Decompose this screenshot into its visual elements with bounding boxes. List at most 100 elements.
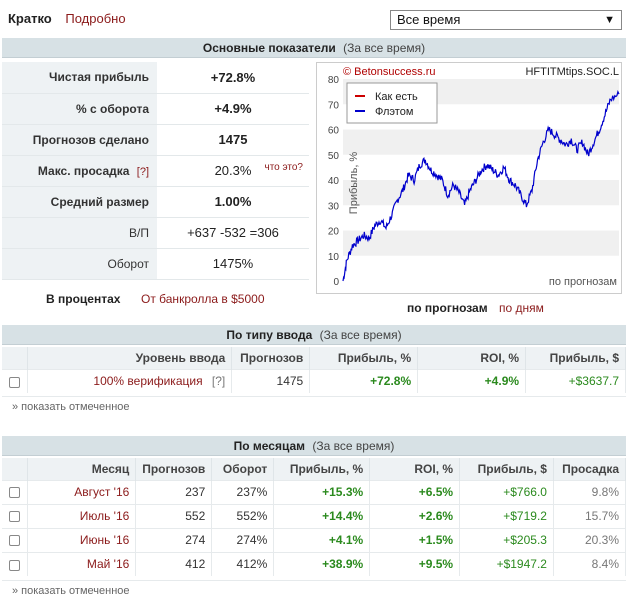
profit-chart-svg: 0 10 20 30 40 50 60 70 80 Прибыль, % © Betonsucc… [328, 66, 620, 288]
month-section-header: По месяцам (За все время) [2, 436, 626, 456]
entry-roi: +4.9% [417, 368, 527, 393]
month-name[interactable]: Май '16 [27, 551, 137, 576]
chart-x-axis-label: по прогнозам [549, 276, 617, 288]
entry-profit-usd: +$3637.7 [525, 368, 626, 393]
drawdown-label: Макс. просадка [?] [2, 155, 157, 187]
stat-row: Чистая прибыль +72.8% [2, 62, 309, 94]
drawdown-hint-link[interactable]: [?] [136, 165, 149, 178]
stat-row: Прогнозов сделано 1475 [2, 124, 309, 156]
col-header: Уровень ввода [27, 347, 233, 369]
view-switch: Кратко Подробно [8, 11, 126, 26]
month-name[interactable]: Июнь '16 [27, 527, 137, 552]
detailed-link[interactable]: Подробно [65, 11, 126, 26]
chart-y-tick-label: 80 [328, 75, 340, 86]
entry-profit-pct: +72.8% [309, 368, 419, 393]
wl-value: +637 -532 =306 [157, 217, 309, 249]
whats-this-link[interactable]: что это? [264, 161, 304, 173]
month-picks: 274 [135, 527, 213, 552]
stat-row: Средний размер 1.00% [2, 186, 309, 218]
month-turnover: 552% [211, 503, 275, 528]
chart-grid-band [343, 230, 619, 256]
from-bankroll-link[interactable]: От банкролла в $5000 [141, 292, 265, 306]
turnover-value: 1475% [157, 248, 309, 280]
chart-y-axis-label: Прибыль, % [348, 152, 360, 215]
row-checkbox[interactable] [9, 487, 21, 499]
chart-y-tick-label: 60 [328, 126, 340, 137]
chart-y-tick-label: 0 [333, 277, 339, 288]
month-drawdown: 15.7% [553, 503, 627, 528]
drawdown-cell: 20.3% что это? [157, 155, 309, 187]
profit-chart: 0 10 20 30 40 50 60 70 80 Прибыль, % © Betonsucc… [316, 62, 622, 294]
period-select[interactable]: Все время ▼ [390, 10, 622, 30]
stat-row: Оборот 1475% [2, 248, 309, 280]
stats-table: Чистая прибыль +72.8% % с оборота +4.9% … [2, 62, 309, 280]
row-checkbox[interactable] [9, 511, 21, 523]
month-show-selected-link[interactable]: » показать отмеченное [2, 580, 626, 600]
entry-show-selected-link[interactable]: » показать отмеченное [2, 396, 626, 416]
turnover-pct-label: % с оборота [2, 93, 157, 125]
col-header: Прибыль, % [273, 458, 371, 480]
stat-row: В/П +637 -532 =306 [2, 217, 309, 249]
header-checkbox-col [2, 347, 29, 369]
chart-y-tick-label: 20 [328, 227, 340, 238]
row-checkbox[interactable] [9, 535, 21, 547]
month-profit-usd: +$719.2 [459, 503, 554, 528]
month-turnover: 412% [211, 551, 275, 576]
month-turnover: 274% [211, 527, 275, 552]
brief-tab[interactable]: Кратко [8, 11, 52, 26]
turnover-pct-value: +4.9% [157, 93, 309, 125]
turnover-label: Оборот [2, 248, 157, 280]
chart-tipster: HFTITMtips.SOC.L [525, 66, 619, 78]
main-section-title: Основные показатели [202, 41, 336, 55]
entry-level-cell: 100% верификация [?] [27, 368, 233, 393]
period-select-value: Все время [397, 12, 461, 27]
stat-row: % с оборота +4.9% [2, 93, 309, 125]
month-name[interactable]: Июль '16 [27, 503, 137, 528]
by-days-link[interactable]: по дням [498, 301, 544, 315]
entry-level[interactable]: 100% верификация [93, 374, 203, 389]
table-row: Июнь '16 274 274% +4.1% +1.5% +$205.3 20… [2, 527, 627, 552]
col-header: Прибыль, $ [525, 347, 626, 369]
legend-entry-flat: Флэтом [375, 106, 413, 118]
stat-row: Макс. просадка [?] 20.3% что это? [2, 155, 309, 187]
entry-section-header: По типу ввода (За все время) [2, 325, 626, 345]
table-header-row: Уровень ввода Прогнозов Прибыль, % ROI, … [2, 347, 626, 369]
entry-picks: 1475 [231, 368, 311, 393]
month-turnover: 237% [211, 479, 275, 504]
col-header: Просадка [553, 458, 627, 480]
entry-section-sub: (За все время) [319, 328, 402, 342]
col-header: ROI, % [369, 458, 461, 480]
chart-legend: Как есть Флэтом [346, 82, 438, 124]
main-section-header: Основные показатели (За все время) [2, 38, 626, 58]
month-roi: +6.5% [369, 479, 461, 504]
month-profit-pct: +38.9% [273, 551, 371, 576]
month-name[interactable]: Август '16 [27, 479, 137, 504]
month-picks: 552 [135, 503, 213, 528]
series-line-flat [342, 90, 620, 282]
month-profit-pct: +15.3% [273, 479, 371, 504]
row-checkbox-cell [2, 479, 29, 504]
wl-label: В/П [2, 217, 157, 249]
picks-label: Прогнозов сделано [2, 124, 157, 156]
chart-y-tick-label: 10 [328, 252, 340, 263]
month-table: Месяц Прогнозов Оборот Прибыль, % ROI, %… [2, 458, 627, 576]
month-drawdown: 8.4% [553, 551, 627, 576]
chart-grid-band [343, 180, 619, 206]
chart-copyright: © Betonsuccess.ru [343, 66, 435, 78]
table-row: Август '16 237 237% +15.3% +6.5% +$766.0… [2, 479, 627, 504]
chart-y-tick-label: 50 [328, 151, 340, 162]
in-percent-tab[interactable]: В процентах [46, 292, 121, 306]
row-checkbox[interactable] [9, 559, 21, 571]
row-checkbox[interactable] [9, 376, 21, 388]
month-profit-pct: +4.1% [273, 527, 371, 552]
main-section-sub: (За все время) [343, 41, 426, 55]
row-checkbox-cell [2, 368, 29, 393]
table-row: Июль '16 552 552% +14.4% +2.6% +$719.2 1… [2, 503, 627, 528]
month-profit-usd: +$766.0 [459, 479, 554, 504]
month-roi: +9.5% [369, 551, 461, 576]
entry-level-hint[interactable]: [?] [211, 374, 226, 389]
entry-section-title: По типу ввода [226, 328, 313, 342]
by-picks-tab[interactable]: по прогнозам [407, 301, 488, 315]
month-profit-usd: +$205.3 [459, 527, 554, 552]
chart-y-tick-label: 40 [328, 176, 340, 187]
